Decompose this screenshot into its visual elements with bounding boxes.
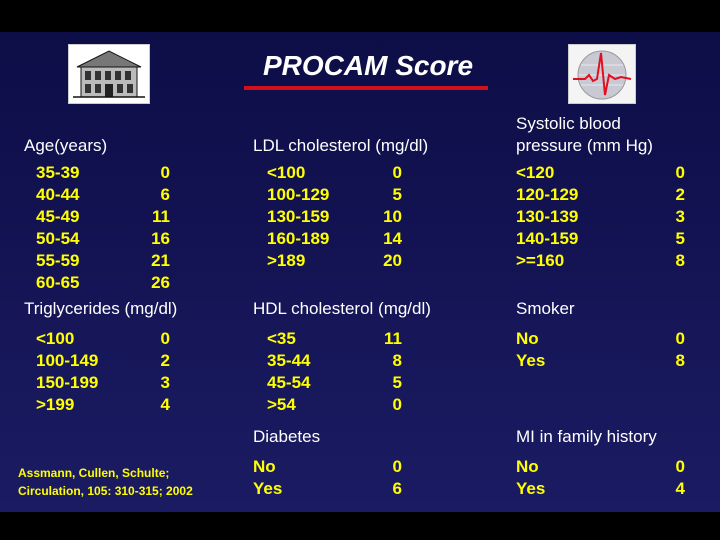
mi-family-value-2: 4 [675,479,685,498]
age-value-6: 26 [151,273,170,292]
trig-value-4: 4 [160,395,170,414]
hdl-value-4: 0 [392,395,402,414]
slide-title: PROCAM Score [262,50,474,81]
trig-value-1: 0 [160,329,170,348]
diabetes-label-2: Yes [253,479,283,498]
sbp-label-2: 120-129 [516,185,579,204]
sbp-header-line2: pressure (mm Hg) [516,136,653,155]
ldl-value-2: 5 [392,185,402,204]
age-label-6: 60-65 [36,273,80,292]
smoker-label-2: Yes [516,351,546,370]
ldl-value-1: 0 [392,163,402,182]
trig-value-3: 3 [160,373,170,392]
hdl-value-2: 8 [392,351,402,370]
sbp-label-3: 130-139 [516,207,579,226]
age-value-1: 0 [160,163,170,182]
smoker-label-1: No [516,329,539,348]
trig-value-2: 2 [160,351,170,370]
hdl-value-1: 11 [384,329,402,348]
trig-label-2: 100-149 [36,351,99,370]
hdl-label-3: 45-54 [267,373,311,392]
building-logo-icon [68,44,150,104]
ldl-value-3: 10 [383,207,402,226]
hdl-value-3: 5 [392,373,402,392]
ldl-label-1: <100 [267,163,306,182]
ecg-heart-logo-icon [568,44,636,104]
age-label-1: 35-39 [36,163,80,182]
hdl-header: HDL cholesterol (mg/dl) [253,299,431,318]
diabetes-header: Diabetes [253,427,321,446]
sbp-label-4: 140-159 [516,229,579,248]
mi-family-value-1: 0 [675,457,685,476]
slide: PROCAM Score Age(years) 35-39 0 40-44 6 … [0,32,720,512]
age-label-5: 55-59 [36,251,80,270]
mi-family-header: MI in family history [516,427,657,446]
hdl-label-2: 35-44 [267,351,311,370]
age-value-4: 16 [151,229,170,248]
sbp-value-5: 8 [675,251,685,270]
age-value-2: 6 [160,185,170,204]
citation: Assmann, Cullen, Schulte; Circulation, 1… [18,464,193,500]
sbp-value-1: 0 [675,163,685,182]
age-value-5: 21 [151,251,170,270]
smoker-header: Smoker [516,299,575,318]
mi-family-label-1: No [516,457,539,476]
diabetes-value-1: 0 [392,457,402,476]
sbp-value-4: 5 [675,229,685,248]
sbp-value-3: 3 [675,207,685,226]
mi-family-label-2: Yes [516,479,546,498]
sbp-header-line1: Systolic blood [516,114,621,133]
citation-line-2: Circulation, 105: 310-315; 2002 [18,484,193,498]
title-underline [244,86,488,90]
age-label-4: 50-54 [36,229,80,248]
ldl-label-3: 130-159 [267,207,330,226]
age-header: Age(years) [24,136,108,155]
age-label-3: 45-49 [36,207,80,226]
ldl-label-4: 160-189 [267,229,330,248]
smoker-value-2: 8 [675,351,685,370]
sbp-value-2: 2 [675,185,685,204]
ldl-value-4: 14 [383,229,402,248]
hdl-label-4: >54 [267,395,296,414]
trig-label-4: >199 [36,395,75,414]
sbp-label-1: <120 [516,163,555,182]
ldl-label-5: >189 [267,251,306,270]
ldl-value-5: 20 [383,251,402,270]
ldl-header: LDL cholesterol (mg/dl) [253,136,429,155]
diabetes-label-1: No [253,457,276,476]
diabetes-value-2: 6 [392,479,402,498]
hdl-label-1: <35 [267,329,296,348]
trig-label-3: 150-199 [36,373,99,392]
ldl-label-2: 100-129 [267,185,330,204]
trig-label-1: <100 [36,329,75,348]
sbp-label-5: >=160 [516,251,565,270]
age-label-2: 40-44 [36,185,80,204]
citation-line-1: Assmann, Cullen, Schulte; [18,466,170,480]
smoker-value-1: 0 [675,329,685,348]
age-value-3: 11 [152,207,170,226]
trig-header: Triglycerides (mg/dl) [24,299,178,318]
